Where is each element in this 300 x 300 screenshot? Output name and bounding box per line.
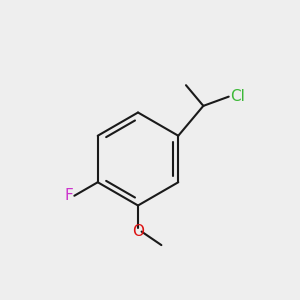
Text: Cl: Cl [230, 89, 245, 104]
Text: O: O [132, 224, 144, 239]
Text: F: F [64, 188, 73, 203]
